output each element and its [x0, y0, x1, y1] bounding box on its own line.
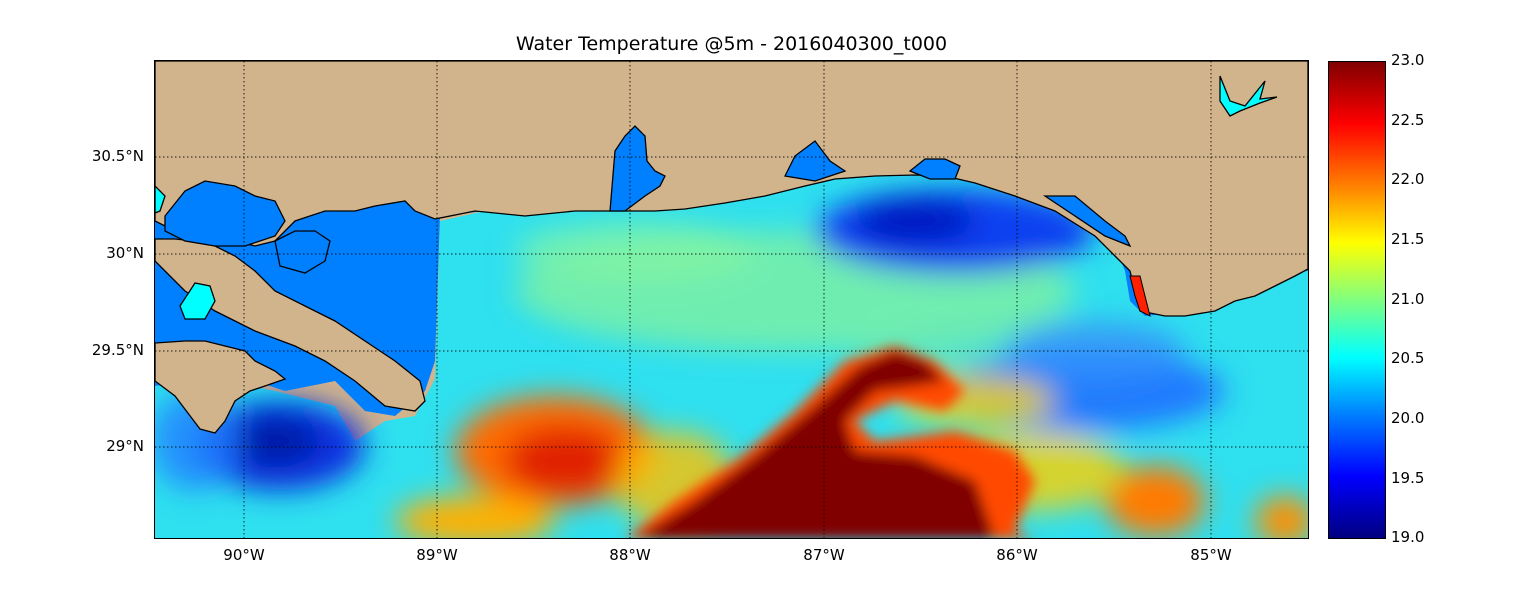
colorbar	[1328, 61, 1386, 539]
colorbar-tick-label: 22.0	[1391, 170, 1425, 188]
map-title: Water Temperature @5m - 2016040300_t000	[515, 33, 948, 55]
colorbar-tick-label: 23.0	[1391, 51, 1425, 69]
land-mass	[155, 61, 1308, 317]
colorbar-tick-label: 21.0	[1391, 290, 1425, 308]
lake-borgne	[274, 230, 331, 274]
lon-label: 85°W	[1190, 546, 1232, 564]
colorbar-tick-label: 19.0	[1391, 528, 1425, 546]
colorbar-tick-label: 20.0	[1391, 409, 1425, 427]
lat-label: 29°N	[106, 437, 144, 455]
lon-label: 86°W	[996, 546, 1038, 564]
graticule	[155, 61, 1308, 539]
lon-label: 88°W	[609, 546, 651, 564]
lat-label: 29.5°N	[91, 341, 144, 359]
mobile-bay	[609, 125, 666, 212]
temperature-map[interactable]	[155, 61, 1308, 539]
lon-label: 87°W	[803, 546, 845, 564]
colorbar-tick-label: 20.5	[1391, 349, 1425, 367]
colorbar-tick-label: 21.5	[1391, 230, 1425, 248]
lat-label: 30.5°N	[91, 147, 144, 165]
lon-label: 89°W	[416, 546, 458, 564]
lake-pontchartrain	[164, 180, 286, 247]
colorbar-tick-label: 22.5	[1391, 111, 1425, 129]
lon-label: 90°W	[223, 546, 265, 564]
colorbar-tick-label: 19.5	[1391, 469, 1425, 487]
lat-label: 30°N	[106, 244, 144, 262]
